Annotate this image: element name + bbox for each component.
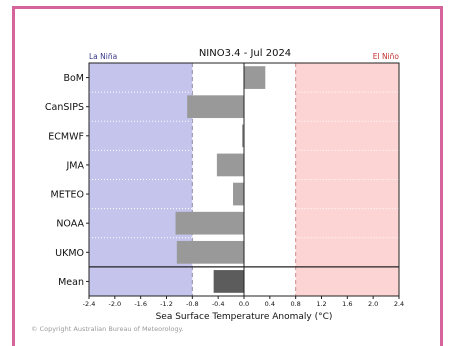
x-tick-label: 0.4 bbox=[265, 300, 275, 308]
x-tick-label: 0.0 bbox=[239, 300, 249, 308]
y-tick-label-ukmo: UKMO bbox=[55, 248, 84, 259]
bar-ecmwf bbox=[242, 124, 244, 148]
chart-title: NINO3.4 - Jul 2024 bbox=[199, 48, 291, 59]
y-tick-label-cansips: CanSIPS bbox=[45, 102, 84, 113]
x-tick-label: -1.6 bbox=[134, 300, 147, 308]
bar-cansips bbox=[187, 95, 244, 119]
bar-ukmo bbox=[176, 240, 244, 264]
bar-noaa bbox=[175, 211, 244, 235]
x-tick-label: -0.4 bbox=[212, 300, 225, 308]
x-tick-label: -2.4 bbox=[83, 300, 96, 308]
bar-meteo bbox=[233, 182, 244, 206]
y-tick-label-jma: JMA bbox=[66, 160, 85, 171]
y-tick-label-ecmwf: ECMWF bbox=[48, 131, 84, 142]
x-tick-label: 1.6 bbox=[342, 300, 352, 308]
y-tick-label-mean: Mean bbox=[58, 277, 84, 288]
x-tick-label: -0.8 bbox=[186, 300, 199, 308]
x-tick-label: 2.0 bbox=[368, 300, 378, 308]
copyright-text: © Copyright Australian Bureau of Meteoro… bbox=[31, 325, 184, 333]
y-tick-label-meteo: METEO bbox=[51, 190, 84, 201]
x-tick-label: -2.0 bbox=[108, 300, 121, 308]
x-tick-label: -1.2 bbox=[160, 300, 173, 308]
bar-bom bbox=[244, 66, 266, 89]
bar-jma bbox=[216, 153, 244, 177]
y-tick-label-noaa: NOAA bbox=[56, 219, 84, 230]
el-nino-label: El Niño bbox=[373, 52, 400, 61]
mean-bar bbox=[213, 270, 244, 293]
la-nina-label: La Niña bbox=[89, 52, 117, 61]
x-tick-label: 1.2 bbox=[316, 300, 326, 308]
x-tick-label: 2.4 bbox=[394, 300, 404, 308]
x-tick-label: 0.8 bbox=[290, 300, 300, 308]
x-axis-label: Sea Surface Temperature Anomaly (°C) bbox=[156, 312, 333, 322]
y-tick-label-bom: BoM bbox=[63, 73, 84, 84]
